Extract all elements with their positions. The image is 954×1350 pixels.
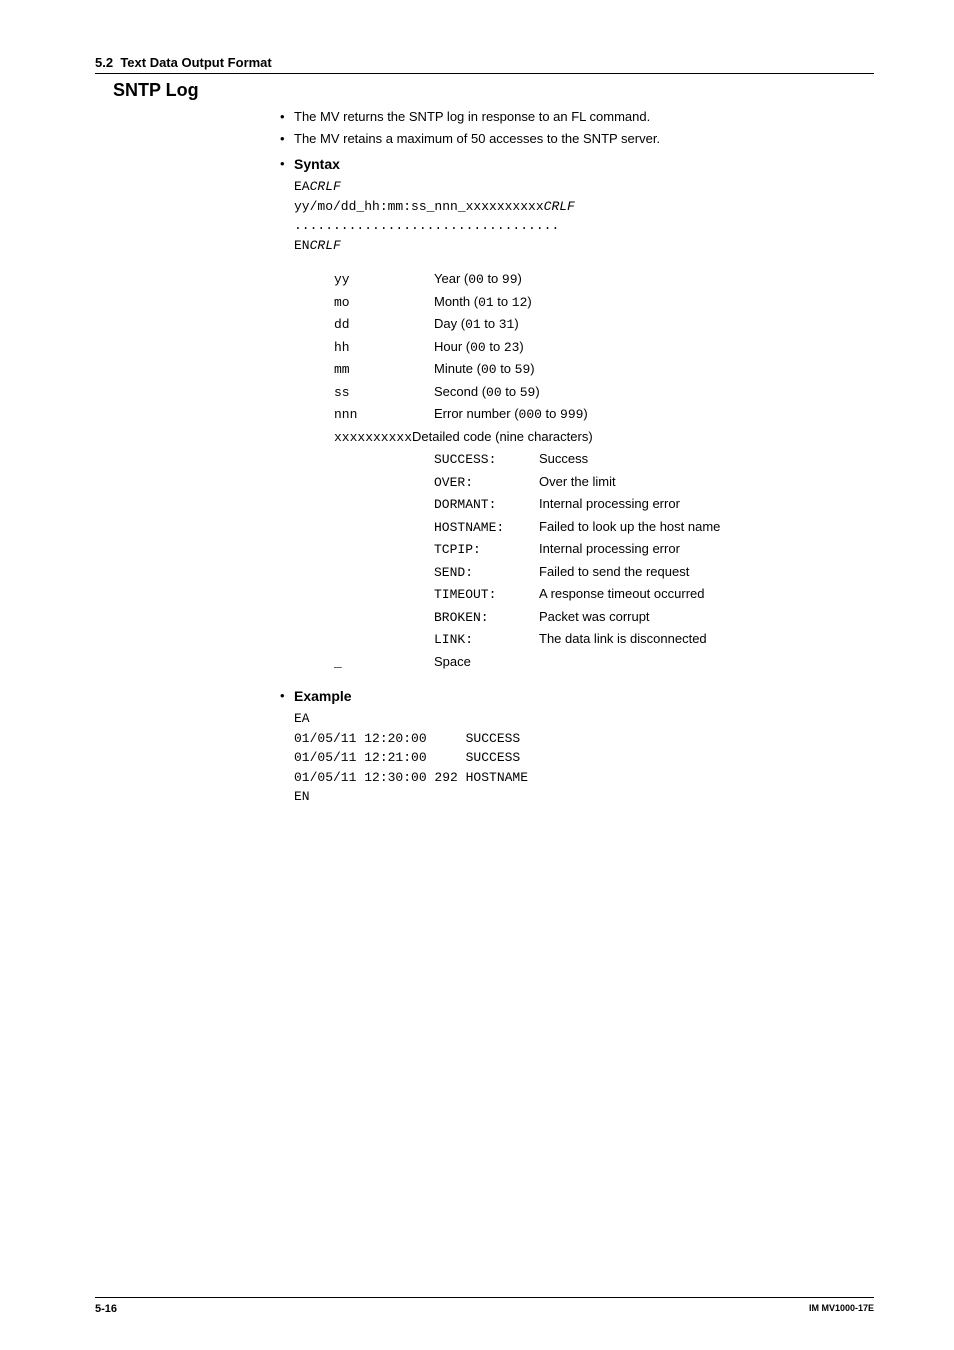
- syntax-line: ..................................: [294, 216, 874, 236]
- param-row: yyYear (00 to 99): [334, 269, 874, 290]
- topic-title: SNTP Log: [113, 80, 874, 101]
- bullet-icon: •: [280, 129, 294, 149]
- example-line: 01/05/11 12:30:00 292 HOSTNAME: [294, 768, 874, 788]
- param-key: mo: [334, 293, 434, 313]
- code-row: SEND:Failed to send the request: [334, 562, 874, 583]
- code-key: BROKEN:: [434, 608, 539, 628]
- param-desc: Month (01 to 12): [434, 292, 532, 313]
- section-number: 5.2: [95, 55, 113, 70]
- code-row: SUCCESS:Success: [334, 449, 874, 470]
- param-desc: Year (00 to 99): [434, 269, 522, 290]
- code-key: DORMANT:: [434, 495, 539, 515]
- page-footer: 5-16 IM MV1000-17E: [95, 1297, 874, 1315]
- space-key: _: [334, 653, 434, 673]
- example-heading: Example: [294, 686, 352, 707]
- code-row: TIMEOUT:A response timeout occurred: [334, 584, 874, 605]
- code-key: TCPIP:: [434, 540, 539, 560]
- code-row: BROKEN:Packet was corrupt: [334, 607, 874, 628]
- param-key: hh: [334, 338, 434, 358]
- intro-text: The MV retains a maximum of 50 accesses …: [294, 129, 660, 149]
- code-desc: A response timeout occurred: [539, 584, 704, 604]
- code-key: SUCCESS:: [434, 450, 539, 470]
- code-row: DORMANT:Internal processing error: [334, 494, 874, 515]
- doc-id: IM MV1000-17E: [809, 1303, 874, 1315]
- code-desc: Failed to look up the host name: [539, 517, 720, 537]
- syntax-heading-row: • Syntax: [280, 154, 874, 175]
- page-number: 5-16: [95, 1303, 117, 1315]
- code-key: HOSTNAME:: [434, 518, 539, 538]
- intro-text: The MV returns the SNTP log in response …: [294, 107, 650, 127]
- bullet-icon: •: [280, 154, 294, 175]
- space-label: Space: [434, 652, 471, 672]
- param-row: mmMinute (00 to 59): [334, 359, 874, 380]
- intro-bullet: • The MV retains a maximum of 50 accesse…: [280, 129, 874, 149]
- detailed-key: xxxxxxxxxx: [334, 428, 412, 448]
- section-title: Text Data Output Format: [120, 55, 271, 70]
- param-key: nnn: [334, 405, 434, 425]
- syntax-line: ENCRLF: [294, 236, 874, 256]
- example-line: 01/05/11 12:20:00 SUCCESS: [294, 729, 874, 749]
- code-key: SEND:: [434, 563, 539, 583]
- syntax-line: yy/mo/dd_hh:mm:ss_nnn_xxxxxxxxxxCRLF: [294, 197, 874, 217]
- param-desc: Hour (00 to 23): [434, 337, 524, 358]
- param-desc: Error number (000 to 999): [434, 404, 588, 425]
- param-row: ddDay (01 to 31): [334, 314, 874, 335]
- code-desc: Failed to send the request: [539, 562, 689, 582]
- param-row: hhHour (00 to 23): [334, 337, 874, 358]
- param-desc: Day (01 to 31): [434, 314, 519, 335]
- code-desc: Over the limit: [539, 472, 616, 492]
- code-desc: The data link is disconnected: [539, 629, 707, 649]
- bullet-icon: •: [280, 107, 294, 127]
- params-block: yyYear (00 to 99) moMonth (01 to 12) ddD…: [334, 269, 874, 672]
- code-row: TCPIP:Internal processing error: [334, 539, 874, 560]
- code-key: LINK:: [434, 630, 539, 650]
- code-key: OVER:: [434, 473, 539, 493]
- example-line: 01/05/11 12:21:00 SUCCESS: [294, 748, 874, 768]
- param-row: nnnError number (000 to 999): [334, 404, 874, 425]
- syntax-block: EACRLF yy/mo/dd_hh:mm:ss_nnn_xxxxxxxxxxC…: [294, 177, 874, 672]
- code-desc: Success: [539, 449, 588, 469]
- code-desc: Packet was corrupt: [539, 607, 650, 627]
- example-line: EN: [294, 787, 874, 807]
- code-row: LINK:The data link is disconnected: [334, 629, 874, 650]
- param-desc: Second (00 to 59): [434, 382, 540, 403]
- param-key: yy: [334, 270, 434, 290]
- param-row-detailed: xxxxxxxxxx Detailed code (nine character…: [334, 427, 874, 448]
- example-block: EA 01/05/11 12:20:00 SUCCESS 01/05/11 12…: [294, 709, 874, 807]
- param-key: dd: [334, 315, 434, 335]
- content-area: • The MV returns the SNTP log in respons…: [280, 107, 874, 807]
- section-header: 5.2 Text Data Output Format: [95, 55, 874, 74]
- example-line: EA: [294, 709, 874, 729]
- param-row-space: _ Space: [334, 652, 874, 673]
- example-heading-row: • Example: [280, 686, 874, 707]
- syntax-heading: Syntax: [294, 154, 340, 175]
- code-row: OVER:Over the limit: [334, 472, 874, 493]
- syntax-line: EACRLF: [294, 177, 874, 197]
- param-row: moMonth (01 to 12): [334, 292, 874, 313]
- intro-bullet: • The MV returns the SNTP log in respons…: [280, 107, 874, 127]
- detailed-label: Detailed code (nine characters): [412, 427, 593, 447]
- code-row: HOSTNAME:Failed to look up the host name: [334, 517, 874, 538]
- param-row: ssSecond (00 to 59): [334, 382, 874, 403]
- code-desc: Internal processing error: [539, 494, 680, 514]
- param-key: mm: [334, 360, 434, 380]
- code-desc: Internal processing error: [539, 539, 680, 559]
- code-key: TIMEOUT:: [434, 585, 539, 605]
- bullet-icon: •: [280, 686, 294, 707]
- param-desc: Minute (00 to 59): [434, 359, 535, 380]
- param-key: ss: [334, 383, 434, 403]
